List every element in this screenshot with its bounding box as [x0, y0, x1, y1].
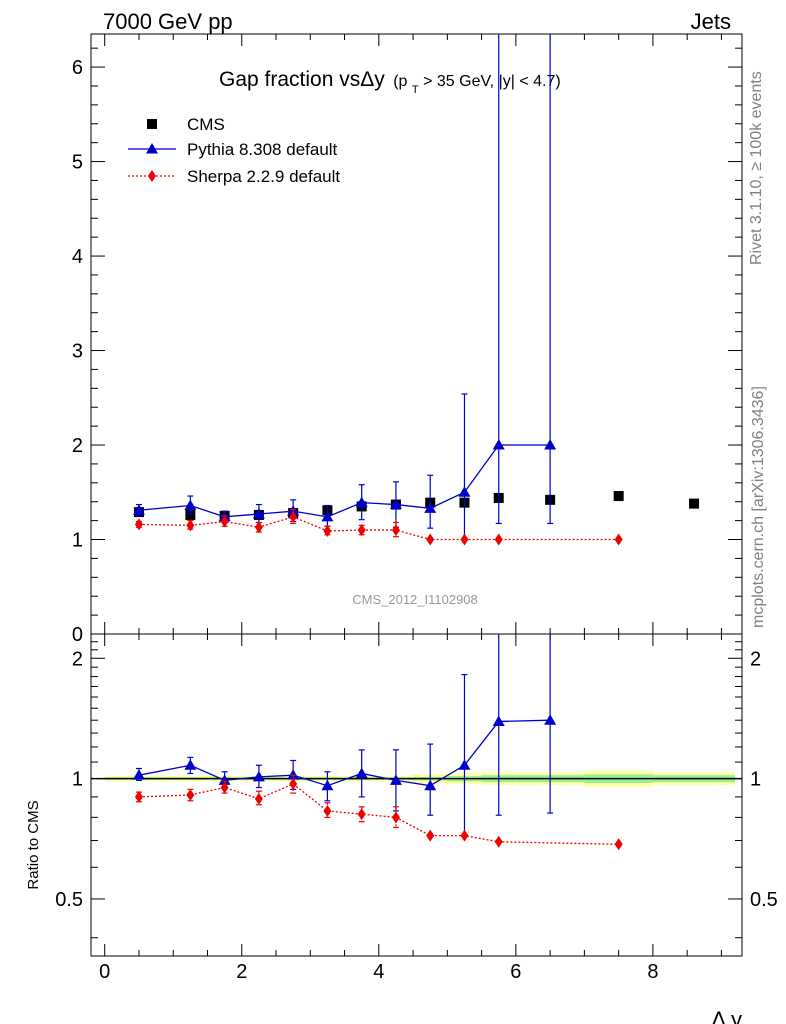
title-main: Gap fraction vsΔy: [219, 68, 385, 91]
ratio-sherpa-2-2-9-default-line: [138, 783, 619, 845]
ratio-pythia-8-308-default-line: [138, 719, 551, 787]
main-y-tick-label-1: 1: [72, 530, 83, 552]
main-pythia-8-308-default-line: [138, 444, 551, 518]
main-sherpa-2-2-9-default-point-7: [391, 524, 400, 537]
x-tick-label-4: 4: [373, 961, 384, 983]
ratio-sherpa-2-2-9-default-point-9: [460, 829, 469, 842]
ratio-panel: 0.5 0.5 1 1 2 2 0 2 4 6 8: [55, 633, 778, 983]
main-pythia-8-308-default-point-0: [132, 504, 145, 515]
ratio-pythia-8-308-default-point-3: [252, 770, 265, 782]
main-pythia-8-308-default-point-6: [355, 496, 368, 508]
ratio-sherpa-2-2-9-default-series: [134, 774, 623, 851]
ratio-sherpa-2-2-9-default-point-6: [357, 808, 366, 821]
legend-sherpa-2-2-9-default-marker: [148, 170, 156, 182]
main-sherpa-2-2-9-default-series: [134, 508, 623, 546]
ratio-pythia-8-308-default-point-5: [321, 779, 334, 791]
ratio-y-tick-label-right-1: 1: [750, 769, 761, 791]
main-y-tick-label-0: 0: [72, 624, 83, 646]
main-sherpa-2-2-9-default-point-8: [426, 533, 435, 546]
ratio-pythia-8-308-default-point-9: [458, 759, 471, 770]
main-cms-point-1: [185, 509, 196, 520]
main-pythia-8-308-default-point-5: [321, 510, 334, 522]
ratio-pythia-8-308-default-point-6: [355, 767, 368, 778]
main-cms-point-13: [689, 498, 700, 509]
main-pythia-8-308-default-series: [132, 34, 557, 541]
main-sherpa-2-2-9-default-point-2: [220, 515, 229, 528]
main-sherpa-2-2-9-default-point-0: [134, 518, 143, 531]
main-sherpa-2-2-9-default-point-1: [186, 519, 195, 532]
main-sherpa-2-2-9-default-point-6: [357, 524, 366, 537]
main-sherpa-2-2-9-default-point-11: [614, 533, 623, 546]
mcplots-label: mcplots.cern.ch [arXiv:1306.3436]: [750, 386, 767, 628]
watermark: CMS_2012_I1102908: [352, 592, 478, 607]
ratio-frame: [90, 633, 743, 957]
ratio-sherpa-2-2-9-default-point-3: [254, 792, 263, 805]
legend-cms-marker: [147, 119, 157, 129]
legend: CMS Pythia 8.308 default Sherpa 2.2.9 defa…: [128, 115, 340, 186]
main-sherpa-2-2-9-default-point-10: [494, 533, 503, 546]
main-sherpa-2-2-9-default-point-4: [289, 510, 298, 523]
ratio-pythia-8-308-default-point-7: [389, 774, 402, 785]
legend-sherpa-2-2-9-default-label: Sherpa 2.2.9 default: [187, 167, 340, 186]
main-sherpa-2-2-9-default-line: [138, 516, 619, 541]
main-pythia-8-308-default-point-7: [389, 498, 402, 510]
legend-pythia-8-308-default-marker: [146, 143, 158, 154]
ratio-y-tick-label-right-0.5: 0.5: [750, 889, 778, 911]
ratio-pythia-8-308-default-point-1: [184, 759, 197, 770]
ratio-y-tick-label-left-0.5: 0.5: [55, 889, 83, 911]
ratio-pythia-8-308-default-point-0: [132, 769, 145, 780]
ratio-sherpa-2-2-9-default-point-10: [494, 835, 503, 848]
main-pythia-8-308-default-point-8: [424, 502, 437, 513]
ratio-y-tick-label-left-2: 2: [72, 648, 83, 670]
main-sherpa-2-2-9-default-point-3: [254, 521, 263, 534]
x-tick-label-0: 0: [99, 961, 110, 983]
ratio-sherpa-2-2-9-default-point-7: [391, 811, 400, 824]
ratio-ylabel: Ratio to CMS: [25, 800, 42, 889]
main-pythia-8-308-default-point-3: [252, 508, 265, 519]
ratio-sherpa-2-2-9-default-point-2: [220, 781, 229, 794]
ratio-pythia-8-308-default-series: [132, 634, 557, 837]
header-right: Jets: [691, 9, 731, 34]
main-y-tick-label-3: 3: [72, 341, 83, 363]
main-y-tick-label-5: 5: [72, 152, 83, 174]
x-axis-label: Δ y: [711, 1007, 742, 1024]
main-y-tick-label-6: 6: [72, 57, 83, 79]
main-pythia-8-308-default-point-9: [458, 486, 471, 497]
legend-cms-label: CMS: [187, 115, 225, 134]
title-sub-open: (p: [393, 73, 407, 90]
title-sub-t: T: [412, 84, 419, 96]
ratio-pythia-8-308-default-point-10: [492, 715, 505, 726]
x-tick-label-2: 2: [236, 961, 247, 983]
rivet-label: Rivet 3.1.10, ≥ 100k events: [748, 71, 765, 265]
main-y-tick-label-4: 4: [72, 246, 83, 268]
ratio-pythia-8-308-default-point-11: [544, 714, 557, 725]
main-cms-series: [133, 491, 700, 521]
ratio-sherpa-2-2-9-default-point-0: [134, 790, 143, 803]
legend-pythia-8-308-default-label: Pythia 8.308 default: [187, 140, 338, 159]
ratio-sherpa-2-2-9-default-point-1: [186, 788, 195, 801]
ratio-sherpa-2-2-9-default-point-11: [614, 838, 623, 851]
ratio-y-tick-label-left-1: 1: [72, 769, 83, 791]
main-sherpa-2-2-9-default-point-9: [460, 533, 469, 546]
main-pythia-8-308-default-point-10: [492, 439, 505, 450]
plot-title: Gap fraction vsΔy (p T > 35 GeV, |y| < 4…: [219, 68, 561, 97]
main-panel: 0 1 2 3 4 5 6: [72, 33, 743, 646]
ratio-sherpa-2-2-9-default-point-8: [426, 829, 435, 842]
ratio-pythia-8-308-default-point-8: [424, 779, 437, 791]
main-pythia-8-308-default-point-11: [544, 439, 557, 450]
ratio-sherpa-2-2-9-default-point-4: [289, 777, 298, 790]
main-sherpa-2-2-9-default-point-5: [323, 525, 332, 538]
ratio-pythia-8-308-default-point-4: [287, 769, 300, 780]
main-cms-point-12: [613, 491, 624, 502]
x-tick-label-8: 8: [647, 961, 658, 983]
ratio-pythia-8-308-default-point-2: [218, 774, 231, 785]
main-pythia-8-308-default-point-1: [184, 499, 197, 510]
ratio-sherpa-2-2-9-default-point-5: [323, 804, 332, 817]
title-sub-rest: > 35 GeV, |y| < 4.7): [423, 73, 561, 90]
header-left: 7000 GeV pp: [103, 9, 233, 34]
main-y-tick-label-2: 2: [72, 435, 83, 457]
ratio-y-tick-label-right-2: 2: [750, 648, 761, 670]
x-tick-label-6: 6: [510, 961, 521, 983]
